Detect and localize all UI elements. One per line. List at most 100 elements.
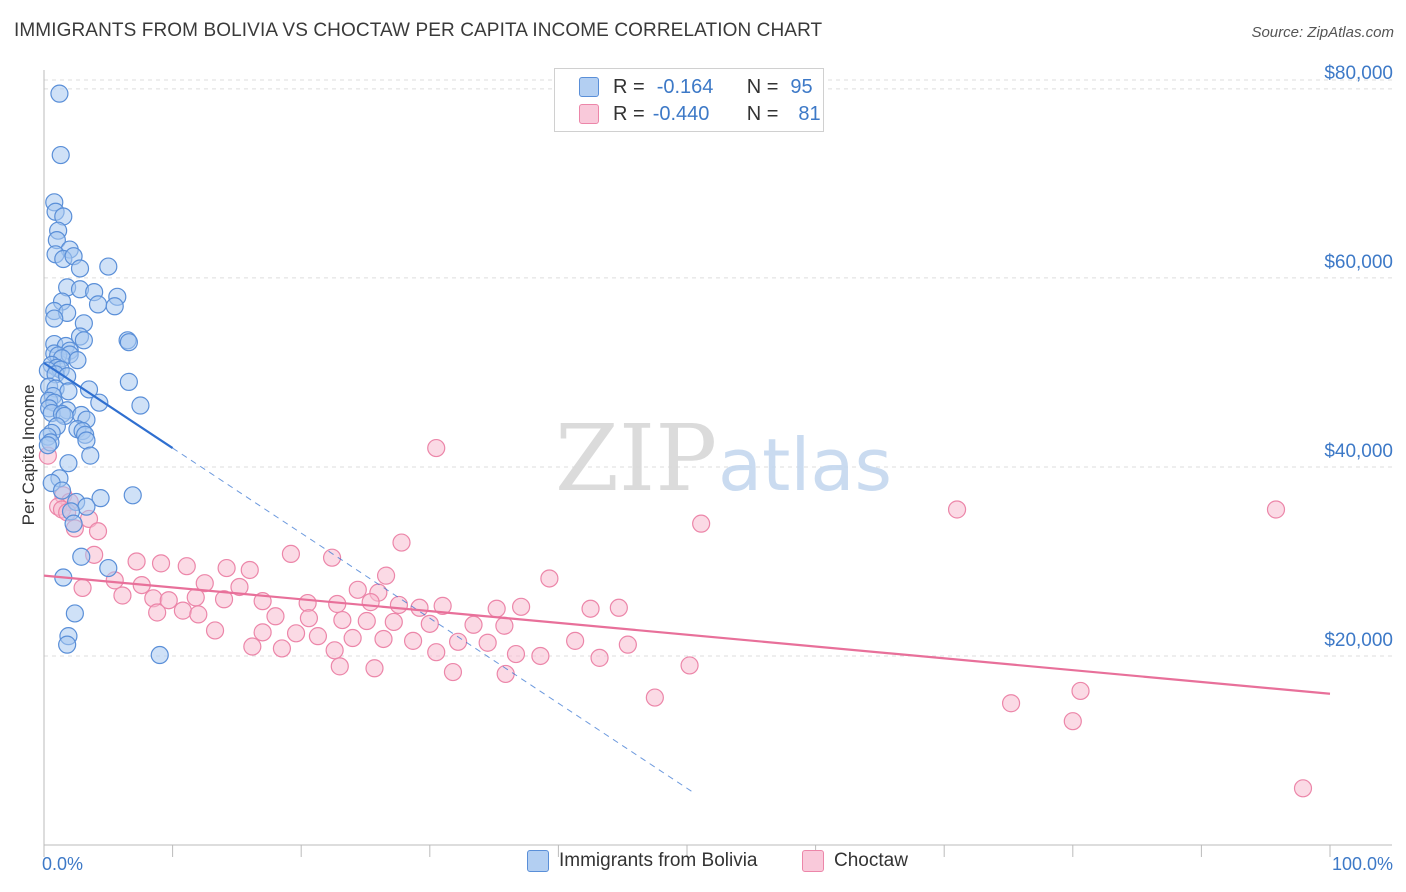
data-point bbox=[159, 591, 178, 610]
y-tick-label: $20,000 bbox=[1324, 630, 1393, 651]
bolivia-trend-line bbox=[43, 362, 174, 449]
data-point bbox=[512, 597, 531, 616]
data-point bbox=[214, 590, 234, 609]
x-tick-label: 100.0% bbox=[1332, 854, 1393, 874]
bottom-legend-choctaw: Choctaw bbox=[802, 850, 908, 872]
bolivia-points bbox=[38, 84, 169, 665]
data-point bbox=[243, 637, 262, 656]
data-point bbox=[240, 560, 259, 580]
data-point bbox=[186, 588, 205, 607]
bottom-legend-swatch-blue bbox=[527, 850, 549, 872]
y-tick-label: $40,000 bbox=[1324, 441, 1393, 462]
legend-n-label: N = bbox=[746, 75, 779, 98]
data-point bbox=[357, 611, 376, 631]
legend-row-choctaw: R = -0.440 N = 81 bbox=[579, 101, 821, 127]
data-point bbox=[590, 648, 609, 667]
bottom-legend-swatch-pink bbox=[802, 850, 824, 872]
data-point bbox=[365, 659, 384, 678]
bottom-legend-label: Choctaw bbox=[834, 850, 908, 871]
data-point bbox=[113, 586, 132, 605]
data-point bbox=[692, 514, 711, 533]
y-tick-label: $80,000 bbox=[1324, 63, 1393, 84]
trend-lines bbox=[43, 362, 1331, 793]
data-point bbox=[333, 610, 352, 630]
data-point bbox=[79, 380, 99, 399]
data-point bbox=[119, 372, 138, 391]
data-point bbox=[495, 616, 514, 635]
data-point bbox=[1001, 694, 1021, 713]
data-point bbox=[410, 598, 429, 617]
data-point bbox=[420, 614, 439, 633]
data-point bbox=[427, 438, 446, 458]
data-point bbox=[90, 393, 109, 412]
watermark-atlas: atlas bbox=[718, 423, 892, 507]
bottom-legend-bolivia: Immigrants from Bolivia bbox=[527, 850, 758, 872]
data-point bbox=[298, 593, 317, 613]
legend-n-value: 95 bbox=[790, 75, 813, 98]
data-point bbox=[348, 580, 367, 599]
data-point bbox=[59, 382, 78, 401]
data-point bbox=[105, 297, 124, 316]
data-point bbox=[151, 554, 171, 573]
data-point bbox=[70, 259, 90, 278]
data-point bbox=[506, 644, 526, 664]
data-point bbox=[77, 431, 96, 450]
bottom-legend-label: Immigrants from Bolivia bbox=[559, 850, 758, 871]
data-point bbox=[427, 643, 446, 662]
data-point bbox=[376, 566, 396, 585]
data-point bbox=[99, 558, 118, 578]
data-point bbox=[195, 574, 214, 593]
data-point bbox=[531, 646, 550, 666]
legend-r-label: R = bbox=[613, 75, 645, 98]
tick-labels: $20,000 $40,000 $60,000 $80,000 0.0% 100.0% bbox=[42, 63, 1393, 874]
data-point bbox=[272, 639, 292, 658]
watermark: ZIP atlas bbox=[555, 405, 892, 512]
data-point bbox=[947, 500, 967, 519]
data-point bbox=[51, 145, 70, 165]
data-point bbox=[299, 609, 319, 628]
data-point bbox=[189, 605, 208, 624]
data-point bbox=[217, 558, 236, 578]
legend-n-value: 81 bbox=[798, 102, 821, 125]
data-point bbox=[74, 331, 93, 350]
data-point bbox=[88, 295, 108, 314]
legend-swatch-blue bbox=[579, 77, 599, 97]
data-point bbox=[173, 601, 192, 620]
data-point bbox=[581, 599, 600, 618]
source-credit: Source: ZipAtlas.com bbox=[1251, 24, 1394, 41]
chart-title: IMMIGRANTS FROM BOLIVIA VS CHOCTAW PER C… bbox=[14, 20, 823, 41]
legend-row-bolivia: R = -0.164 N = 95 bbox=[579, 74, 813, 100]
data-point bbox=[123, 486, 142, 505]
data-point bbox=[88, 522, 108, 541]
data-point bbox=[1063, 712, 1082, 731]
data-point bbox=[361, 593, 380, 612]
data-point bbox=[119, 333, 138, 352]
data-point bbox=[433, 596, 452, 615]
data-point bbox=[150, 645, 169, 665]
watermark-zip: ZIP bbox=[555, 405, 717, 512]
data-point bbox=[45, 309, 64, 328]
data-point bbox=[286, 624, 306, 643]
data-point bbox=[253, 623, 272, 642]
data-point bbox=[322, 548, 342, 567]
legend-swatch-pink bbox=[579, 104, 599, 124]
data-point bbox=[389, 595, 409, 615]
data-point bbox=[680, 656, 699, 675]
data-point bbox=[266, 607, 285, 626]
y-tick-label: $60,000 bbox=[1324, 252, 1393, 273]
data-point bbox=[330, 657, 349, 676]
data-point bbox=[148, 603, 167, 622]
data-point bbox=[73, 578, 92, 598]
data-point bbox=[131, 396, 150, 415]
data-point bbox=[464, 615, 483, 634]
data-point bbox=[64, 514, 83, 533]
data-point bbox=[77, 497, 96, 516]
data-point bbox=[72, 547, 91, 566]
data-point bbox=[392, 533, 411, 552]
data-point bbox=[618, 635, 637, 654]
data-point bbox=[38, 436, 57, 455]
data-point bbox=[230, 577, 249, 597]
stats-legend: R = -0.164 N = 95 R = -0.440 N = 81 bbox=[554, 68, 824, 132]
data-point bbox=[566, 631, 585, 650]
